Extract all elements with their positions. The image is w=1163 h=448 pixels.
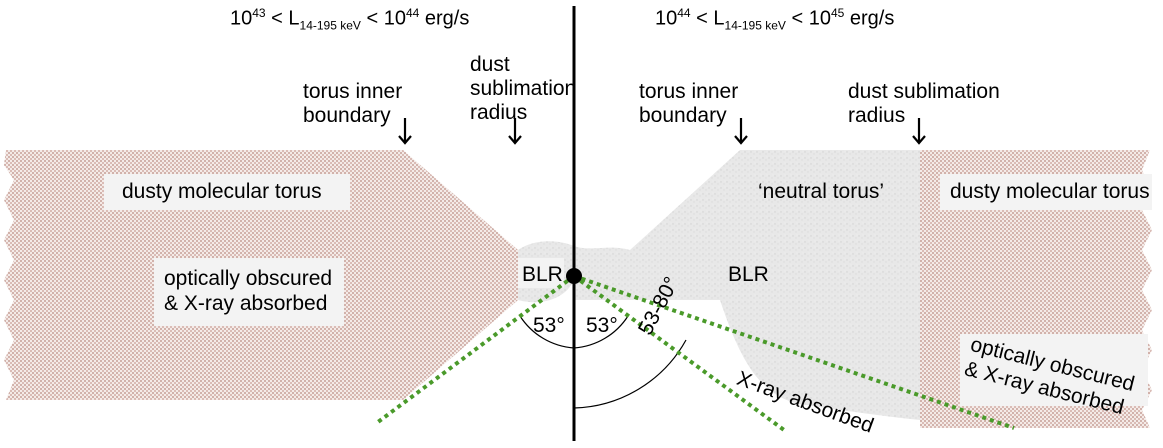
right-hdr-lt1: < L [690, 7, 725, 30]
label-bg-left-obscured [154, 258, 344, 326]
left-hdr-lt1: < L [265, 7, 300, 30]
arc-left-53 [519, 315, 575, 349]
right-hdr-base1: 10 [655, 7, 678, 30]
right-luminosity-header: 1044 < L14-195 keV < 1045 erg/s [655, 6, 894, 33]
arc-right-53 [573, 315, 629, 349]
cone-line-80 [573, 274, 1015, 430]
angle-left-53: 53° [533, 314, 565, 337]
left-dust-sublimation-label: dust sublimation radius [470, 53, 577, 124]
left-torus-inner-boundary-label: torus inner boundary [303, 80, 403, 127]
right-hdr-exp1: 44 [677, 6, 691, 20]
central-black-hole [566, 268, 582, 284]
arrow-left-torus-inner [398, 118, 412, 145]
label-bg-right-torus [940, 174, 1152, 210]
right-neutral-torus-label: ‘neutral torus’ [758, 180, 885, 203]
right-hdr-lt2: < 10 [785, 7, 831, 30]
right-torus-label: dusty molecular torus [950, 180, 1150, 203]
cone-line-left [376, 274, 576, 424]
label-bg-left-blr [518, 258, 564, 288]
angle-right-53: 53° [586, 314, 618, 337]
right-hdr-unit: erg/s [844, 7, 895, 30]
left-torus-label: dusty molecular torus [122, 180, 322, 203]
label-bg-right-obscured [960, 334, 1148, 406]
left-hdr-lt2: < 10 [360, 7, 406, 30]
right-torus-inner-boundary-label: torus inner boundary [639, 80, 739, 127]
label-bg-left-torus [104, 174, 350, 210]
left-hdr-base1: 10 [230, 7, 253, 30]
cone-line-53 [572, 274, 786, 432]
left-hdr-exp2: 44 [405, 6, 420, 20]
left-luminosity-header: 1043 < L14-195 keV < 1044 erg/s [230, 6, 469, 33]
left-blr-label: BLR [522, 263, 563, 286]
right-hdr-sub: 14-195 keV [724, 18, 786, 33]
left-hdr-exp1: 43 [252, 6, 266, 20]
left-obscured-label: optically obscured & X-ray absorbed [164, 267, 333, 315]
arc-53-80 [573, 339, 687, 409]
right-blr-label: BLR [728, 263, 769, 286]
arrow-right-dust-sublimation [912, 118, 926, 145]
right-neutral-torus [574, 150, 920, 420]
arrow-right-torus-inner [734, 118, 748, 145]
right-dust-sublimation-label: dust sublimation radius [848, 80, 1000, 127]
right-hdr-exp2: 45 [830, 6, 845, 20]
left-hdr-sub: 14-195 keV [299, 18, 361, 33]
left-hdr-unit: erg/s [419, 7, 470, 30]
arrow-left-dust-sublimation [508, 118, 522, 145]
